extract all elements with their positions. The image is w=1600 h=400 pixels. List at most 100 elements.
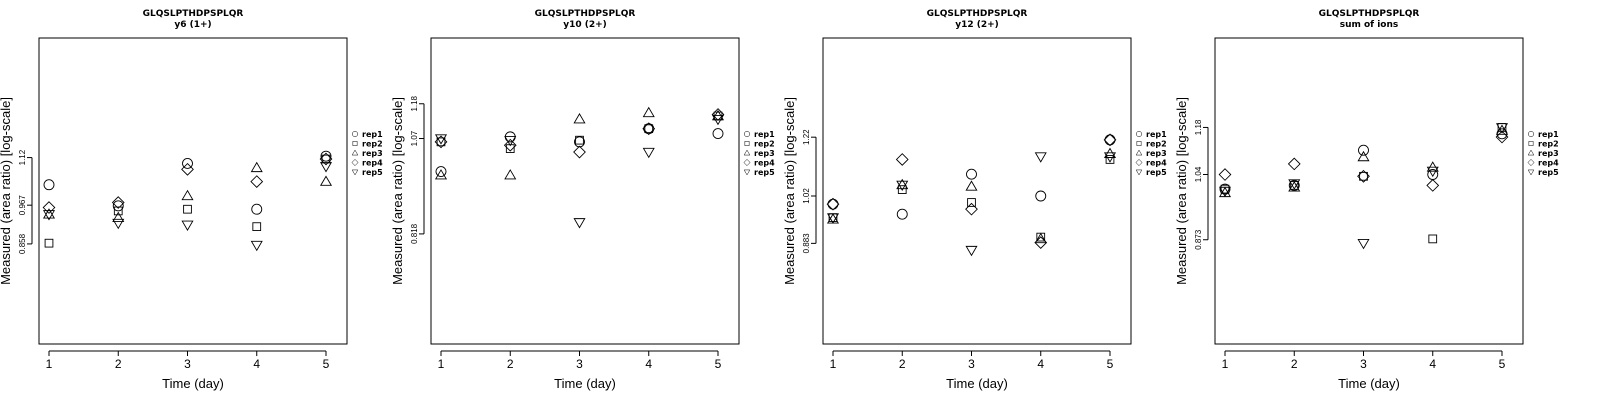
data-point-rep3: [319, 175, 333, 186]
x-tick-label: 2: [1291, 357, 1298, 371]
y-axis-label: Measured (area ratio) [log-scale]: [390, 97, 405, 285]
data-point-rep3: [1288, 181, 1301, 192]
data-point-rep4: [111, 196, 125, 209]
legend-label-rep4: rep4: [754, 159, 775, 168]
chart-title: GLQSLPTHDPSPLQR: [143, 9, 244, 19]
legend-marker-rep3: [351, 149, 359, 156]
plot-frame: [430, 37, 740, 345]
legend-label-rep1: rep1: [1146, 130, 1167, 139]
x-tick-label: 1: [46, 357, 53, 371]
series-rep4: [42, 152, 333, 214]
data-point-rep2: [252, 222, 262, 231]
data-point-rep4: [1426, 179, 1440, 192]
data-point-rep1: [1219, 183, 1231, 195]
series-rep3: [1218, 124, 1509, 198]
data-point-rep4: [434, 135, 448, 149]
y-tick-label: 0.873: [1194, 229, 1203, 250]
legend-label-rep2: rep2: [1538, 140, 1559, 149]
data-point-rep5: [711, 114, 725, 126]
data-point-rep3: [112, 211, 125, 223]
series-rep5: [434, 114, 725, 229]
legend-marker-rep3: [1527, 149, 1535, 156]
data-point-rep4: [711, 108, 725, 121]
legend-marker-rep5: [743, 169, 751, 176]
legend-marker-rep1: [1528, 131, 1534, 137]
x-axis-label: Time (day): [1338, 376, 1400, 391]
x-tick-label: 5: [1499, 357, 1506, 371]
data-point-rep2: [1359, 171, 1368, 181]
x-tick-label: 2: [115, 357, 122, 371]
data-point-rep3: [642, 106, 655, 118]
data-point-rep4: [642, 122, 656, 136]
plot-frame: [38, 37, 348, 345]
series-rep3: [434, 106, 725, 180]
legend-label-rep3: rep3: [362, 149, 383, 158]
series-rep2: [828, 155, 1115, 242]
x-axis-label: Time (day): [554, 376, 616, 391]
data-point-rep1: [1035, 190, 1047, 202]
legend-label-rep2: rep2: [1146, 140, 1167, 149]
data-point-rep5: [1218, 186, 1232, 198]
legend-marker-rep3: [743, 149, 751, 156]
x-tick-label: 1: [438, 357, 445, 371]
data-point-rep4: [1034, 236, 1048, 250]
y-axis-label: Measured (area ratio) [log-scale]: [1174, 97, 1189, 285]
legend-marker-rep5: [1135, 169, 1143, 176]
legend-marker-rep2: [744, 141, 750, 146]
legend-marker-rep4: [1527, 158, 1535, 167]
data-point-rep5: [1495, 123, 1509, 134]
data-point-rep1: [320, 150, 332, 162]
data-point-rep1: [827, 198, 839, 210]
x-axis-label: Time (day): [946, 376, 1008, 391]
chart-title: GLQSLPTHDPSPLQR: [927, 9, 1028, 19]
legend-marker-rep3: [1135, 149, 1143, 156]
data-point-rep1: [1288, 179, 1300, 191]
data-point-rep3: [965, 180, 978, 191]
series-rep4: [1218, 130, 1509, 192]
data-point-rep1: [43, 179, 55, 191]
x-axis-label: Time (day): [162, 376, 224, 391]
series-rep4: [826, 133, 1117, 250]
data-point-rep4: [1287, 157, 1301, 171]
data-point-rep3: [1495, 124, 1509, 135]
legend-label-rep5: rep5: [1538, 168, 1559, 177]
series-rep2: [44, 154, 331, 248]
data-point-rep5: [1288, 179, 1301, 190]
y-axis-label: Measured (area ratio) [log-scale]: [782, 97, 797, 285]
y-tick-label: 1.04: [1194, 166, 1203, 182]
data-point-rep1: [712, 128, 724, 140]
data-point-rep2: [436, 137, 446, 147]
data-point-rep4: [1495, 130, 1509, 144]
legend-marker-rep4: [743, 158, 751, 167]
series-rep5: [42, 162, 333, 252]
x-tick-label: 3: [968, 357, 975, 371]
data-point-rep4: [1103, 133, 1117, 147]
y-tick-label: 0.883: [802, 233, 811, 254]
data-point-rep1: [251, 203, 263, 215]
legend-label-rep5: rep5: [362, 168, 383, 177]
data-point-rep4: [42, 201, 56, 214]
data-point-rep2: [1428, 234, 1438, 244]
y-tick-label: 1.18: [410, 95, 419, 111]
data-point-rep5: [965, 245, 978, 257]
data-point-rep2: [644, 124, 654, 134]
series-rep3: [42, 161, 333, 223]
legend-label-rep4: rep4: [1538, 159, 1559, 168]
legend-label-rep1: rep1: [754, 130, 775, 139]
data-point-rep2: [1105, 155, 1115, 164]
y-tick-label: 0.818: [410, 223, 419, 244]
legend-label-rep3: rep3: [754, 149, 775, 158]
data-point-rep4: [1357, 169, 1370, 183]
data-point-rep4: [319, 152, 333, 166]
chart-title: GLQSLPTHDPSPLQR: [535, 9, 636, 19]
x-tick-label: 1: [830, 357, 837, 371]
legend-marker-rep1: [744, 131, 750, 137]
data-point-rep5: [181, 220, 194, 232]
